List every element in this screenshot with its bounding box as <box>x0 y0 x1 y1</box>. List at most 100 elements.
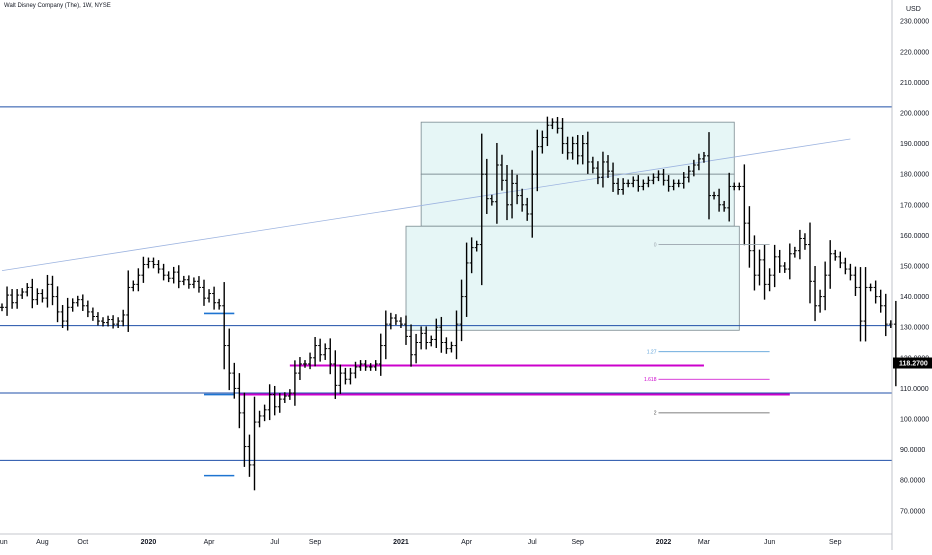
ohlc-bar <box>424 326 429 350</box>
ohlc-bar <box>570 136 575 160</box>
ohlc-bar <box>292 360 297 406</box>
ohlc-bar <box>176 265 181 289</box>
y-tick-label: 170.0000 <box>900 202 929 209</box>
last-price-badge <box>893 357 932 369</box>
y-tick-label: 130.0000 <box>900 325 929 332</box>
ohlc-bar <box>111 315 116 329</box>
ohlc-bar <box>671 179 676 191</box>
ohlc-bar <box>146 257 151 269</box>
rectangle-layer <box>405 121 740 331</box>
ohlc-bar <box>585 131 590 174</box>
ohlc-bar <box>560 118 565 154</box>
y-axis: USD 230.0000 220.0000 210.0000 200.0000 190.0… <box>891 0 932 550</box>
ohlc-bar <box>823 261 828 311</box>
ohlc-bar <box>696 153 701 171</box>
ohlc-bar <box>222 282 227 370</box>
ohlc-bar <box>398 317 403 329</box>
ohlc-bar <box>171 266 176 284</box>
ohlc-bar <box>459 279 464 342</box>
ohlc-bar <box>580 135 585 165</box>
currency-label: USD <box>906 6 921 13</box>
ohlc-bar <box>338 364 343 394</box>
ohlc-bar <box>843 257 848 275</box>
ohlc-bar <box>373 360 378 371</box>
ohlc-bar <box>747 206 752 268</box>
ohlc-bar <box>828 240 833 289</box>
ohlc-bar <box>686 165 691 183</box>
ohlc-bar <box>186 275 191 289</box>
ohlc-bar <box>540 130 545 154</box>
ohlc-bar <box>717 188 722 212</box>
y-tick-label: 140.0000 <box>900 294 929 301</box>
ohlc-bar <box>868 283 873 292</box>
ohlc-bar <box>712 191 717 200</box>
x-tick-label: Aug <box>36 539 49 546</box>
ohlc-bar <box>510 169 515 219</box>
ohlc-bar <box>752 235 757 291</box>
ohlc-bar <box>838 251 843 269</box>
ohlc-bar <box>808 222 812 304</box>
ohlc-bar <box>287 389 292 400</box>
ohlc-bar <box>388 312 393 330</box>
ohlc-bar <box>166 271 171 283</box>
ohlc-bar <box>383 310 388 360</box>
annotation-layer: 0 1.27 1.618 2 <box>644 242 770 417</box>
ohlc-bar <box>257 410 262 428</box>
ohlc-bar <box>479 133 484 286</box>
ohlc-bar <box>70 298 75 312</box>
ohlc-bar <box>732 182 737 191</box>
ohlc-bar <box>161 263 166 281</box>
ohlc-bar <box>272 385 277 416</box>
ohlc-bar <box>313 336 318 367</box>
ohlc-bar <box>181 275 186 286</box>
ohlc-bar <box>565 136 570 160</box>
y-tick-label: 160.0000 <box>900 233 929 240</box>
ohlc-bar <box>525 197 530 221</box>
ohlc-bar <box>75 295 80 307</box>
chart-title: Walt Disney Company (The), 1W, NYSE <box>4 3 111 9</box>
ohlc-bar <box>35 288 40 305</box>
ohlc-bar <box>631 176 636 188</box>
ohlc-bar <box>141 256 146 283</box>
ohlc-bar <box>297 357 302 380</box>
x-tick-label: Mar <box>698 539 711 546</box>
ohlc-bar <box>802 233 807 250</box>
ohlc-bar <box>616 178 621 195</box>
fib-level-label: 1.618 <box>644 377 657 383</box>
ohlc-bar <box>863 267 868 342</box>
y-tick-label: 180.0000 <box>900 172 929 179</box>
ohlc-bar <box>50 275 55 306</box>
ohlc-bar <box>232 362 237 399</box>
ohlc-bar <box>515 174 520 205</box>
ohlc-bar <box>207 289 212 303</box>
ohlc-bar <box>646 176 651 188</box>
range-box <box>420 173 735 227</box>
ohlc-bar <box>65 297 70 331</box>
y-tick-label: 150.0000 <box>900 264 929 271</box>
ohlc-bar <box>444 337 449 354</box>
ohlc-bar <box>727 172 732 222</box>
x-tick-label: 2020 <box>141 539 157 546</box>
ohlc-bar <box>661 168 666 186</box>
ohlc-bar <box>227 328 232 391</box>
ohlc-bar <box>10 289 15 309</box>
ohlc-bar <box>530 150 535 238</box>
ohlc-bar <box>494 142 499 224</box>
ohlc-bar <box>813 266 818 322</box>
ohlc-bar <box>151 257 156 269</box>
horizontal-line-layer <box>0 106 892 477</box>
ohlc-bar <box>878 289 883 313</box>
ohlc-bar <box>666 175 671 192</box>
ohlc-bar <box>555 116 560 134</box>
ohlc-bar <box>787 243 792 280</box>
ohlc-bar <box>252 396 257 491</box>
ohlc-bar <box>656 170 661 182</box>
ohlc-bar <box>595 161 600 185</box>
fib-level-label: 1.27 <box>647 349 657 355</box>
ohlc-bar <box>414 333 419 364</box>
ohlc-bar <box>40 289 45 303</box>
ohlc-bar <box>247 434 252 477</box>
ohlc-bar <box>737 182 742 191</box>
